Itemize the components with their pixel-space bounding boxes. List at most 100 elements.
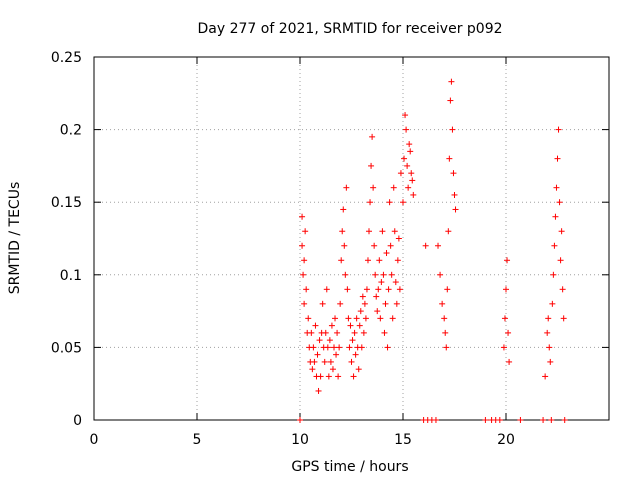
data-point-plus-marker [392, 279, 399, 286]
data-point-plus-marker [310, 344, 317, 351]
data-point-plus-marker [505, 329, 512, 336]
data-point-plus-marker [442, 329, 449, 336]
data-point-plus-marker [347, 322, 354, 329]
data-point-plus-marker [334, 329, 341, 336]
data-point-plus-marker [359, 293, 366, 300]
data-point-plus-marker [379, 228, 386, 235]
x-tick-label: 5 [193, 432, 202, 448]
data-point-plus-marker [556, 199, 563, 206]
data-point-plus-marker [361, 300, 368, 307]
y-tick-label: 0.25 [51, 50, 82, 66]
data-point-plus-marker [339, 228, 346, 235]
data-point-plus-marker [368, 162, 375, 169]
data-point-plus-marker [387, 242, 394, 249]
data-point-plus-marker [316, 337, 323, 344]
x-tick-label: 15 [394, 432, 412, 448]
data-point-plus-marker [301, 300, 308, 307]
data-point-plus-marker [517, 417, 524, 423]
data-point-plus-marker [496, 417, 503, 423]
data-point-plus-marker [336, 344, 343, 351]
data-point-plus-marker [542, 373, 549, 380]
data-point-plus-marker [452, 206, 459, 213]
data-point-plus-marker [403, 126, 410, 133]
data-point-plus-marker [340, 206, 347, 213]
data-point-plus-marker [439, 300, 446, 307]
y-tick-label: 0 [73, 413, 82, 429]
data-point-plus-marker [500, 344, 507, 351]
data-point-plus-marker [328, 322, 335, 329]
data-point-plus-marker [352, 351, 359, 358]
data-point-plus-marker [312, 322, 319, 329]
data-point-plus-marker [344, 286, 351, 293]
data-point-plus-marker [447, 97, 454, 104]
data-point-plus-marker [351, 329, 358, 336]
data-point-plus-marker [540, 417, 547, 423]
data-point-plus-marker [323, 286, 330, 293]
data-point-plus-marker [384, 344, 391, 351]
data-point-plus-marker [383, 250, 390, 257]
data-point-plus-marker [444, 286, 451, 293]
data-point-plus-marker [407, 148, 414, 155]
data-point-plus-marker [389, 315, 396, 322]
chart-title: Day 277 of 2021, SRMTID for receiver p09… [197, 21, 502, 37]
data-point-plus-marker [376, 257, 383, 264]
data-point-plus-marker [546, 344, 553, 351]
data-point-plus-marker [302, 228, 309, 235]
data-point-plus-marker [348, 358, 355, 365]
data-point-plus-marker [381, 329, 388, 336]
data-point-plus-marker [404, 162, 411, 169]
data-point-plus-marker [445, 228, 452, 235]
data-point-plus-marker [315, 387, 322, 394]
data-point-plus-marker [333, 351, 340, 358]
data-point-plus-marker [551, 242, 558, 249]
data-point-plus-marker [448, 78, 455, 85]
data-point-plus-marker [332, 315, 339, 322]
data-point-plus-marker [297, 417, 303, 423]
y-tick-label: 0.05 [51, 340, 82, 356]
data-point-plus-marker [401, 155, 408, 162]
data-point-plus-marker [342, 271, 349, 278]
x-tick-label: 0 [90, 432, 99, 448]
data-point-plus-marker [382, 300, 389, 307]
data-point-plus-marker [308, 329, 315, 336]
data-point-plus-marker [405, 184, 412, 191]
data-point-plus-marker [446, 155, 453, 162]
data-point-plus-marker [300, 271, 307, 278]
data-point-plus-marker [341, 242, 348, 249]
data-point-plus-marker [393, 300, 400, 307]
data-point-plus-marker [550, 271, 557, 278]
data-point-plus-marker [553, 184, 560, 191]
y-tick-label: 0.1 [60, 268, 82, 284]
data-point-plus-marker [380, 271, 387, 278]
data-points [297, 78, 568, 423]
data-point-plus-marker [435, 242, 442, 249]
y-tick-label: 0.2 [60, 123, 82, 139]
data-point-plus-marker [545, 315, 552, 322]
y-tick-label: 0.15 [51, 195, 82, 211]
data-point-plus-marker [301, 257, 308, 264]
data-point-plus-marker [555, 126, 562, 133]
data-point-plus-marker [303, 286, 310, 293]
data-point-plus-marker [299, 242, 306, 249]
tick-labels: 0 5 10 15 20 0 0.05 0.1 0.15 0.2 0.25 [51, 50, 515, 448]
data-point-plus-marker [370, 184, 377, 191]
data-point-plus-marker [360, 329, 367, 336]
data-point-plus-marker [386, 199, 393, 206]
data-point-plus-marker [337, 300, 344, 307]
data-point-plus-marker [329, 366, 336, 373]
data-point-plus-marker [314, 351, 321, 358]
data-point-plus-marker [422, 242, 429, 249]
plot-frame [93, 56, 610, 421]
data-point-plus-marker [449, 126, 456, 133]
data-point-plus-marker [357, 308, 364, 315]
data-point-plus-marker [397, 170, 404, 177]
data-point-plus-marker [544, 329, 551, 336]
data-point-plus-marker [388, 271, 395, 278]
data-point-plus-marker [325, 373, 332, 380]
data-point-plus-marker [364, 257, 371, 264]
x-tick-label: 10 [291, 432, 309, 448]
data-point-plus-marker [390, 184, 397, 191]
axis-ticks [93, 56, 609, 421]
data-point-plus-marker [400, 199, 406, 206]
